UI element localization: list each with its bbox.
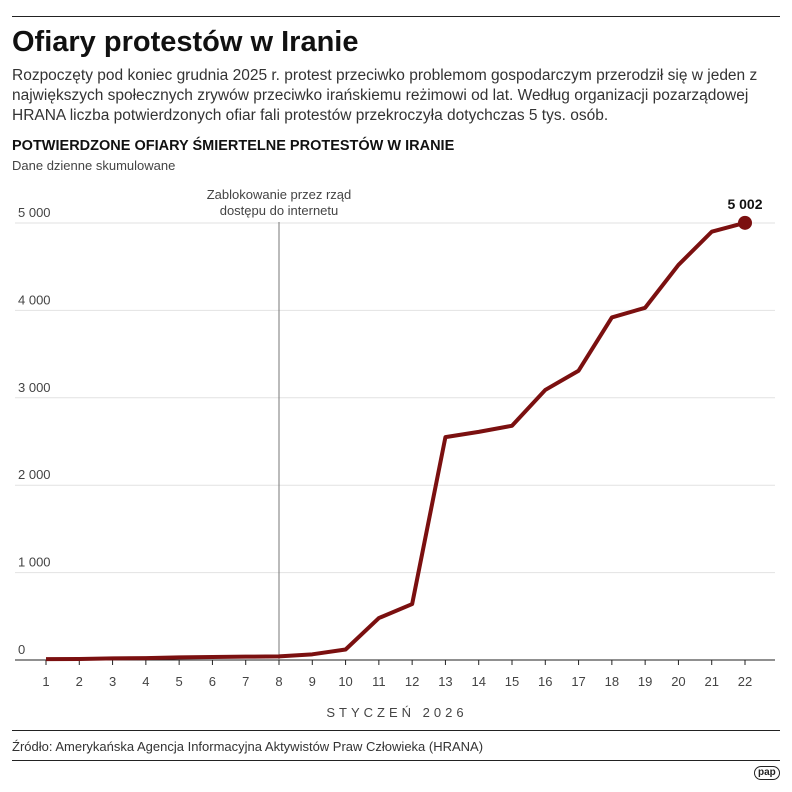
x-tick-label: 22 xyxy=(738,674,752,689)
data-point xyxy=(738,215,752,230)
x-tick-label: 15 xyxy=(505,674,519,689)
y-tick-label: 3 000 xyxy=(18,380,51,395)
y-tick-label: 5 000 xyxy=(18,205,51,220)
x-tick-label: 6 xyxy=(209,674,216,689)
x-tick-label: 4 xyxy=(142,674,149,689)
annotation-text: Zablokowanie przez rząd xyxy=(207,187,352,202)
x-tick-label: 21 xyxy=(704,674,718,689)
x-tick-label: 8 xyxy=(275,674,282,689)
x-axis-label: STYCZEŃ 2026 xyxy=(326,705,467,720)
x-tick-label: 7 xyxy=(242,674,249,689)
pap-logo: pap xyxy=(754,766,780,780)
x-tick-label: 1 xyxy=(42,674,49,689)
top-rule xyxy=(12,16,780,17)
end-value-label: 5 002 xyxy=(727,196,762,212)
source-note: Źródło: Amerykańska Agencja Informacyjna… xyxy=(12,739,484,754)
x-tick-label: 2 xyxy=(76,674,83,689)
chart-subtitle: Dane dzienne skumulowane xyxy=(12,158,176,173)
x-tick-label: 10 xyxy=(338,674,352,689)
x-tick-label: 14 xyxy=(471,674,485,689)
y-tick-label: 0 xyxy=(18,642,25,657)
series-line xyxy=(45,220,746,662)
y-tick-label: 2 000 xyxy=(18,467,51,482)
x-tick-label: 3 xyxy=(109,674,116,689)
mid-rule xyxy=(12,730,780,731)
x-tick-label: 16 xyxy=(538,674,552,689)
x-tick-label: 18 xyxy=(605,674,619,689)
x-tick-label: 12 xyxy=(405,674,419,689)
y-tick-label: 4 000 xyxy=(18,292,51,307)
x-tick-label: 13 xyxy=(438,674,452,689)
chart-title: POTWIERDZONE OFIARY ŚMIERTELNE PROTESTÓW… xyxy=(12,138,455,154)
page-title: Ofiary protestów w Iranie xyxy=(12,26,359,58)
x-tick-label: 5 xyxy=(176,674,183,689)
x-tick-label: 20 xyxy=(671,674,685,689)
x-tick-label: 19 xyxy=(638,674,652,689)
annotation-text: dostępu do internetu xyxy=(220,203,339,218)
y-tick-label: 1 000 xyxy=(18,555,51,570)
bottom-rule xyxy=(12,760,780,761)
x-tick-label: 9 xyxy=(309,674,316,689)
x-tick-label: 17 xyxy=(571,674,585,689)
lead-text: Rozpoczęty pod koniec grudnia 2025 r. pr… xyxy=(12,67,758,124)
x-tick-label: 11 xyxy=(372,674,386,689)
